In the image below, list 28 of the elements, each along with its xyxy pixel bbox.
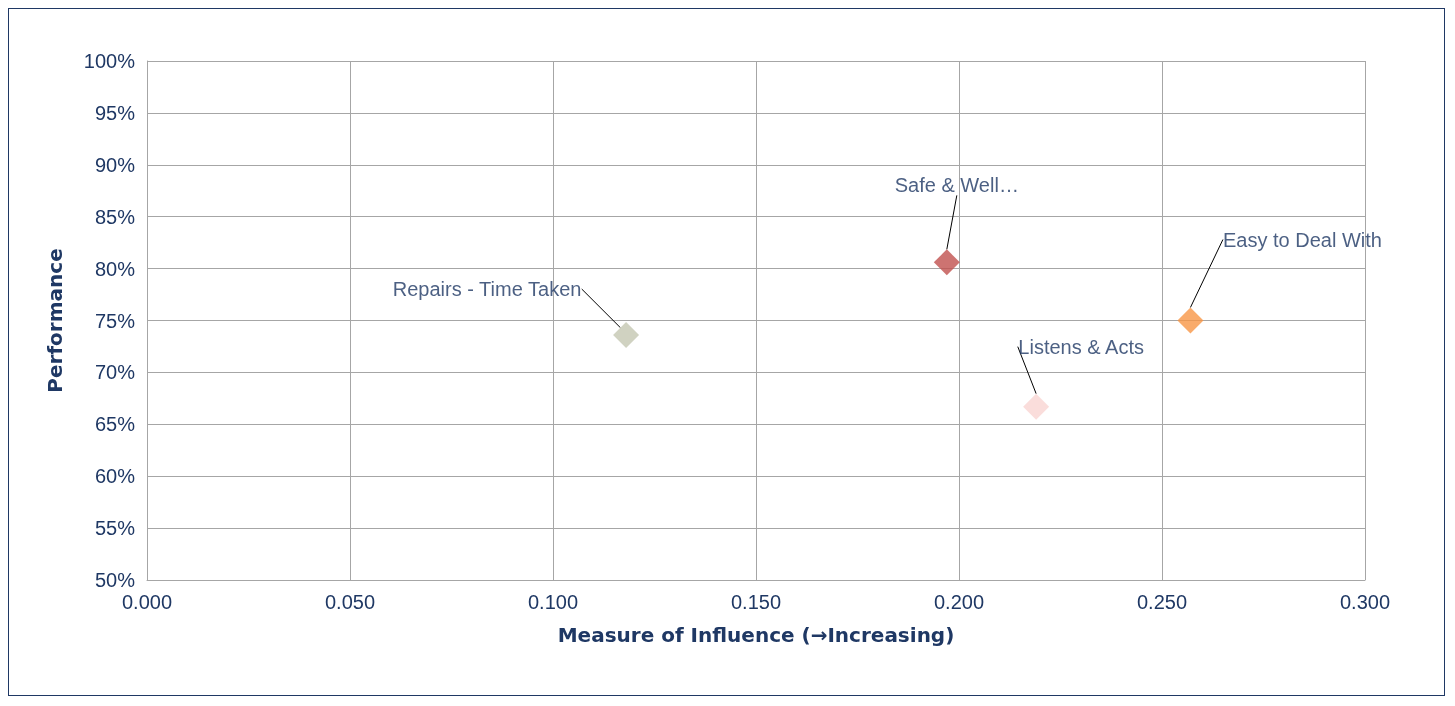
y-tick-label: 70% [94, 361, 136, 384]
x-tick-label: 0.150 [730, 591, 782, 613]
y-tick-label: 85% [94, 205, 136, 228]
point [1023, 393, 1050, 420]
y-tick-label: 50% [94, 569, 136, 591]
text: Safe & Well… [894, 174, 1019, 197]
y-axis-title: Performance [43, 248, 67, 393]
x-tick-label: 0.050 [324, 591, 376, 613]
x-tick-label: 0.250 [1136, 591, 1188, 613]
y-tick-label: 100% [83, 50, 136, 72]
point [613, 322, 640, 349]
x-axis-title: Measure of Influence (→Increasing) [557, 623, 955, 647]
x-tick-label: 0.200 [933, 591, 985, 613]
y-tick-label: 60% [94, 465, 136, 488]
y-tick-label: 90% [94, 153, 136, 176]
x-tick-label: 0.000 [121, 591, 173, 613]
text: Easy to Deal With [1222, 228, 1382, 251]
y-tick-label: 75% [94, 309, 136, 332]
text: Listens & Acts [1018, 335, 1144, 358]
text: Repairs - Time Taken [392, 278, 582, 301]
point [933, 249, 960, 276]
y-tick-label: 95% [94, 101, 136, 124]
y-tick-label: 80% [94, 257, 136, 280]
point [1177, 307, 1204, 334]
y-tick-label: 55% [94, 517, 136, 540]
x-tick-label: 0.300 [1339, 591, 1391, 613]
y-tick-label: 65% [94, 413, 136, 436]
x-tick-label: 0.100 [527, 591, 579, 613]
